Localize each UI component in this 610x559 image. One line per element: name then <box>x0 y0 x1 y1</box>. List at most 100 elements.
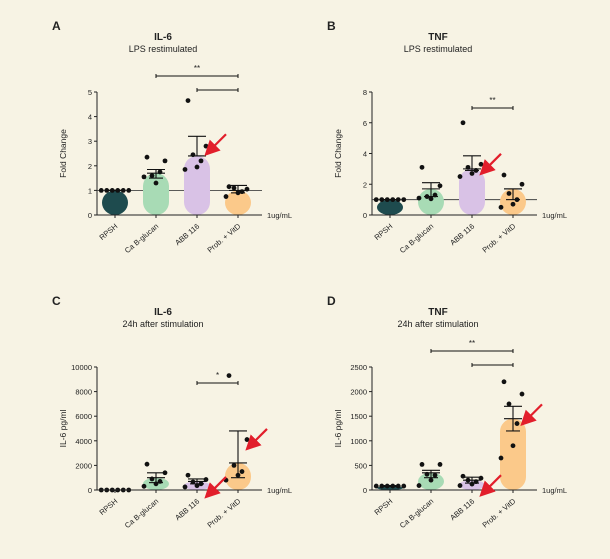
unit-label: 1ug/mL <box>542 211 567 220</box>
data-point <box>510 443 516 449</box>
data-point <box>465 164 471 170</box>
data-point <box>203 477 209 482</box>
data-point <box>478 161 484 167</box>
y-tick-label: 8000 <box>75 388 92 397</box>
data-point <box>460 473 466 479</box>
data-point <box>235 190 241 196</box>
significance-label: * <box>216 371 219 380</box>
data-point <box>498 204 504 210</box>
chart-subtitle: 24h after stimulation <box>122 319 203 329</box>
data-point <box>424 471 430 477</box>
data-point <box>231 185 237 191</box>
bar <box>377 199 403 215</box>
data-point <box>120 188 126 193</box>
bar <box>143 173 169 215</box>
data-point <box>501 379 507 385</box>
y-tick-label: 2 <box>363 180 367 189</box>
data-point <box>149 173 155 179</box>
chart-subtitle: 24h after stimulation <box>397 319 478 329</box>
x-tick-label: ABB 116 <box>448 222 476 248</box>
bar <box>459 168 485 215</box>
y-tick-label: 0 <box>363 211 367 220</box>
data-point <box>498 455 504 461</box>
data-point <box>162 158 168 164</box>
x-tick-label: RPSH <box>98 222 120 242</box>
data-point <box>506 401 512 407</box>
data-point <box>510 201 516 207</box>
panel-letter: A <box>52 19 61 33</box>
data-point <box>473 168 479 173</box>
data-point <box>239 189 245 195</box>
data-point <box>379 197 385 203</box>
data-point <box>126 188 132 193</box>
highlight-arrow <box>479 474 502 497</box>
data-point <box>395 483 401 489</box>
data-point <box>465 477 471 483</box>
chart-subtitle: LPS restimulated <box>404 44 473 54</box>
data-point <box>428 477 434 483</box>
data-point <box>144 461 150 467</box>
data-point <box>235 472 241 478</box>
chart-title: IL-6 <box>154 307 172 318</box>
y-tick-label: 0 <box>88 211 92 220</box>
y-tick-label: 5 <box>88 88 92 97</box>
x-tick-label: ABB 116 <box>173 497 201 523</box>
data-point <box>437 183 443 189</box>
data-point <box>416 483 422 488</box>
panel-letter: C <box>52 294 61 308</box>
chart-title: TNF <box>428 307 447 318</box>
data-point <box>194 164 200 170</box>
data-point <box>141 483 147 489</box>
bar <box>500 418 526 490</box>
y-axis-label: IL-6 pg/ml <box>58 409 68 447</box>
y-tick-label: 500 <box>354 461 367 470</box>
data-point <box>244 186 250 192</box>
panel-letter: B <box>327 19 336 33</box>
data-point <box>198 158 204 164</box>
data-point <box>244 437 250 442</box>
data-point <box>190 479 196 485</box>
data-point <box>514 421 520 426</box>
data-point <box>401 483 407 489</box>
data-point <box>182 484 188 490</box>
x-tick-label: Ca B-glucan <box>398 222 435 255</box>
data-point <box>416 195 422 201</box>
y-tick-label: 3 <box>88 137 92 146</box>
bar <box>225 190 251 215</box>
unit-label: 1ug/mL <box>267 486 292 495</box>
data-point <box>390 483 396 489</box>
x-tick-label: Prob. + VitD <box>205 221 242 254</box>
data-point <box>185 472 191 478</box>
data-point <box>478 475 484 481</box>
highlight-arrow <box>204 133 227 156</box>
x-tick-label: RPSH <box>373 222 395 242</box>
data-point <box>153 481 159 487</box>
data-point <box>157 478 163 484</box>
chart-title: IL-6 <box>154 32 172 43</box>
data-point <box>157 169 163 175</box>
data-point <box>519 181 525 187</box>
data-point <box>469 171 475 176</box>
data-point <box>98 188 104 193</box>
y-tick-label: 10000 <box>71 363 92 372</box>
data-point <box>428 196 434 202</box>
y-tick-label: 4000 <box>75 437 92 446</box>
data-point <box>109 188 115 193</box>
data-point <box>226 184 232 190</box>
y-tick-label: 1 <box>88 186 92 195</box>
data-point <box>115 188 121 193</box>
data-point <box>501 172 507 178</box>
chart-subtitle: LPS restimulated <box>129 44 198 54</box>
y-tick-label: 1000 <box>350 437 367 446</box>
x-tick-label: ABB 116 <box>448 497 476 523</box>
panel-letter: D <box>327 294 336 308</box>
data-point <box>473 479 479 485</box>
bar <box>418 188 444 215</box>
unit-label: 1ug/mL <box>267 211 292 220</box>
highlight-arrow <box>479 153 502 176</box>
y-tick-label: 2000 <box>75 461 92 470</box>
